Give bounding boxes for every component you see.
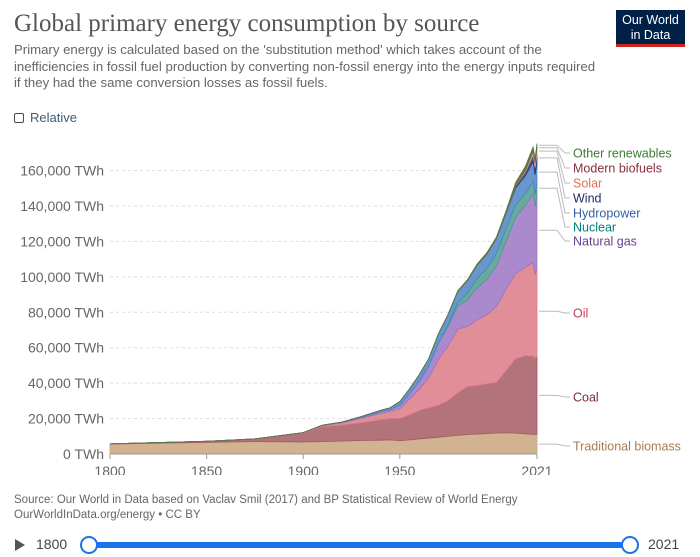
label-connector [539, 144, 570, 154]
series-label: Hydropower [573, 207, 640, 221]
chart-subtitle: Primary energy is calculated based on th… [14, 42, 596, 90]
y-tick-label: 20,000 TWh [28, 411, 104, 427]
series-label: Modern biofuels [573, 162, 662, 176]
source-line-1: Source: Our World in Data based on Vacla… [14, 494, 518, 506]
chart-title: Global primary energy consumption by sou… [14, 10, 480, 37]
timeline-start-label: 1800 [36, 536, 68, 552]
y-tick-label: 120,000 TWh [20, 233, 104, 249]
label-connector [539, 443, 570, 447]
series-label: Traditional biomass [573, 440, 681, 454]
x-tick-label: 1850 [191, 463, 222, 475]
source-note: Source: Our World in Data based on Vacla… [14, 493, 517, 523]
area-other-renewables [109, 143, 538, 445]
stacked-area-chart: 0 TWh 20,000 TWh 40,000 TWh 60,000 TWh 80,00… [20, 143, 681, 475]
relative-toggle[interactable]: Relative [14, 110, 77, 125]
label-connector [539, 171, 570, 214]
series-label: Coal [573, 391, 599, 405]
x-tick-label: 1950 [384, 463, 415, 475]
series-label: Nuclear [573, 221, 616, 235]
series-label: Oil [573, 307, 588, 321]
y-tick-label: 60,000 TWh [28, 340, 104, 356]
x-tick-label: 2021 [521, 463, 552, 475]
label-connector [539, 147, 570, 169]
timeline-end-handle[interactable] [621, 536, 639, 554]
label-connector [539, 394, 570, 398]
timeline: 1800 2021 [0, 530, 700, 557]
label-connector [539, 229, 570, 242]
y-tick-label: 140,000 TWh [20, 198, 104, 214]
series-label: Solar [573, 177, 602, 191]
timeline-end-label: 2021 [648, 536, 680, 552]
series-label: Other renewables [573, 147, 672, 161]
play-icon[interactable] [15, 539, 25, 551]
relative-label: Relative [30, 110, 77, 125]
logo-line-1: Our World [622, 13, 679, 27]
owid-logo[interactable]: Our World in Data [616, 10, 685, 47]
x-tick-label: 1900 [288, 463, 319, 475]
label-connector [539, 150, 570, 184]
relative-checkbox[interactable] [14, 112, 24, 123]
y-tick-label: 40,000 TWh [28, 375, 104, 391]
y-tick-label: 100,000 TWh [20, 269, 104, 285]
label-connector [539, 157, 570, 199]
timeline-track[interactable] [88, 542, 630, 548]
timeline-start-handle[interactable] [80, 536, 98, 554]
y-tick-label: 80,000 TWh [28, 304, 104, 320]
y-tick-label: 0 TWh [63, 446, 104, 462]
logo-line-2: in Data [630, 28, 671, 42]
y-tick-label: 160,000 TWh [20, 163, 104, 179]
series-label: Wind [573, 192, 602, 206]
label-connector [539, 187, 570, 228]
source-line-2: OurWorldInData.org/energy • CC BY [14, 509, 201, 521]
x-tick-label: 1800 [94, 463, 125, 475]
series-label: Natural gas [573, 235, 637, 249]
label-connector [539, 310, 570, 314]
